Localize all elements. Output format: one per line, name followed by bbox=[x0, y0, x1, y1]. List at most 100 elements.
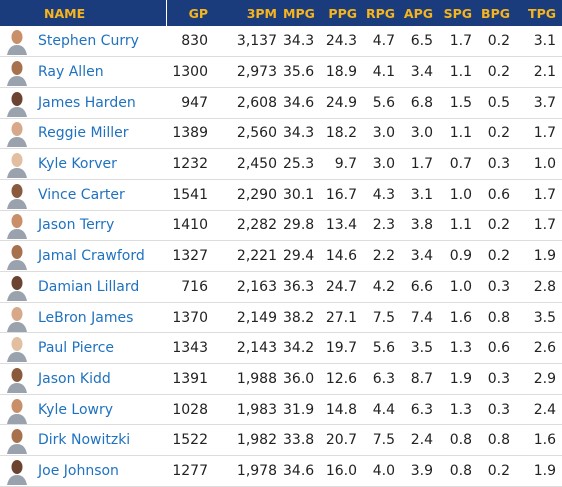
player-avatar bbox=[7, 183, 27, 209]
stat-cell: 3.9 bbox=[401, 455, 439, 487]
stat-cell: 1.0 bbox=[439, 271, 478, 303]
player-row: Kyle Lowry 1028 1,983 31.9 14.8 4.4 6.3 1.3 0.3 2… bbox=[0, 394, 562, 426]
stat-cell: 1.5 bbox=[439, 87, 478, 119]
stat-cell: 5.6 bbox=[363, 332, 401, 365]
stat-cell: 4.7 bbox=[363, 26, 401, 58]
player-name[interactable]: Vince Carter bbox=[38, 186, 125, 203]
player-name[interactable]: Ray Allen bbox=[38, 64, 104, 81]
stat-cell: 1232 bbox=[166, 148, 214, 180]
stat-cell: 1,978 bbox=[214, 455, 283, 487]
stat-cell: 2.8 bbox=[516, 271, 562, 303]
player-row: Stephen Curry 830 3,137 34.3 24.3 4.7 6.5 1.7 0.… bbox=[0, 26, 562, 58]
player-name[interactable]: Stephen Curry bbox=[38, 33, 139, 50]
player-row: Jason Kidd 1391 1,988 36.0 12.6 6.3 8.7 1.9 0.3 2… bbox=[0, 363, 562, 395]
stat-cell: 3.0 bbox=[363, 118, 401, 150]
column-header: MPG bbox=[283, 0, 317, 26]
stat-cell: 0.2 bbox=[478, 118, 516, 150]
stat-cell: 16.0 bbox=[317, 455, 363, 487]
stat-cell: 3.4 bbox=[401, 240, 439, 272]
stat-cell: 1522 bbox=[166, 424, 214, 457]
stat-cell: 0.8 bbox=[478, 302, 516, 334]
player-avatar bbox=[7, 398, 27, 424]
stat-cell: 5.6 bbox=[363, 87, 401, 119]
player-name[interactable]: Paul Pierce bbox=[38, 340, 115, 357]
player-name[interactable]: Jason Terry bbox=[38, 217, 115, 234]
stat-cell: 30.1 bbox=[283, 179, 317, 211]
stat-cell: 34.2 bbox=[283, 332, 317, 365]
stat-cell: 2,290 bbox=[214, 179, 283, 211]
stat-cell: 4.0 bbox=[363, 455, 401, 487]
name-cell: Dirk Nowitzki bbox=[0, 424, 166, 457]
stat-cell: 38.2 bbox=[283, 302, 317, 334]
name-cell: Paul Pierce bbox=[0, 332, 166, 365]
stat-cell: 18.9 bbox=[317, 56, 363, 88]
stat-cell: 0.8 bbox=[439, 424, 478, 457]
stat-cell: 29.4 bbox=[283, 240, 317, 272]
stat-cell: 1541 bbox=[166, 179, 214, 211]
player-name[interactable]: James Harden bbox=[38, 94, 136, 111]
stat-cell: 2.2 bbox=[363, 240, 401, 272]
stat-cell: 6.6 bbox=[401, 271, 439, 303]
name-cell: Reggie Miller bbox=[0, 118, 166, 150]
name-cell: Kyle Korver bbox=[0, 148, 166, 180]
name-cell: LeBron James bbox=[0, 302, 166, 334]
stat-cell: 0.6 bbox=[478, 332, 516, 365]
name-cell: Jason Kidd bbox=[0, 363, 166, 395]
stat-cell: 4.1 bbox=[363, 56, 401, 88]
player-name[interactable]: Reggie Miller bbox=[38, 125, 129, 142]
player-avatar bbox=[7, 337, 27, 363]
player-avatar bbox=[7, 275, 27, 301]
stat-cell: 31.9 bbox=[283, 394, 317, 426]
stat-cell: 34.6 bbox=[283, 455, 317, 487]
stat-cell: 35.6 bbox=[283, 56, 317, 88]
stat-cell: 0.2 bbox=[478, 240, 516, 272]
stat-cell: 2.3 bbox=[363, 210, 401, 242]
player-name[interactable]: Damian Lillard bbox=[38, 278, 140, 295]
stat-cell: 3.8 bbox=[401, 210, 439, 242]
stat-cell: 1391 bbox=[166, 363, 214, 395]
stat-cell: 14.6 bbox=[317, 240, 363, 272]
column-header: 3PM bbox=[214, 0, 283, 26]
player-avatar bbox=[7, 429, 27, 455]
stat-cell: 2,608 bbox=[214, 87, 283, 119]
player-avatar bbox=[7, 30, 27, 56]
stat-cell: 0.2 bbox=[478, 210, 516, 242]
stat-cell: 1028 bbox=[166, 394, 214, 426]
stat-cell: 27.1 bbox=[317, 302, 363, 334]
stat-cell: 2,450 bbox=[214, 148, 283, 180]
player-name[interactable]: Joe Johnson bbox=[38, 462, 119, 479]
name-cell: Jason Terry bbox=[0, 210, 166, 242]
stat-cell: 1277 bbox=[166, 455, 214, 487]
stat-cell: 1,988 bbox=[214, 363, 283, 395]
stat-cell: 33.8 bbox=[283, 424, 317, 457]
stat-cell: 1.3 bbox=[439, 332, 478, 365]
stat-cell: 1.7 bbox=[516, 118, 562, 150]
stat-cell: 20.7 bbox=[317, 424, 363, 457]
player-row: Jason Terry 1410 2,282 29.8 13.4 2.3 3.8 1.1 0.2… bbox=[0, 210, 562, 242]
stat-cell: 1.7 bbox=[401, 148, 439, 180]
player-avatar bbox=[7, 153, 27, 179]
stat-cell: 24.7 bbox=[317, 271, 363, 303]
stat-cell: 13.4 bbox=[317, 210, 363, 242]
stat-cell: 2.4 bbox=[516, 394, 562, 426]
name-cell: Jamal Crawford bbox=[0, 240, 166, 272]
player-name[interactable]: Jamal Crawford bbox=[38, 248, 145, 265]
name-cell: Damian Lillard bbox=[0, 271, 166, 303]
table-body: Stephen Curry 830 3,137 34.3 24.3 4.7 6.5 1.7 0.… bbox=[0, 26, 562, 487]
stat-cell: 1.9 bbox=[439, 363, 478, 395]
player-avatar bbox=[7, 306, 27, 332]
player-name[interactable]: Dirk Nowitzki bbox=[38, 432, 131, 449]
player-name[interactable]: Kyle Lowry bbox=[38, 401, 114, 418]
stat-cell: 3.1 bbox=[516, 26, 562, 58]
name-cell: Kyle Lowry bbox=[0, 394, 166, 426]
stat-cell: 3.5 bbox=[516, 302, 562, 334]
stat-cell: 6.5 bbox=[401, 26, 439, 58]
stat-cell: 1,982 bbox=[214, 424, 283, 457]
stat-cell: 7.5 bbox=[363, 302, 401, 334]
player-avatar bbox=[7, 91, 27, 117]
player-name[interactable]: Kyle Korver bbox=[38, 156, 117, 173]
stat-cell: 1.0 bbox=[439, 179, 478, 211]
player-name[interactable]: Jason Kidd bbox=[38, 370, 111, 387]
player-name[interactable]: LeBron James bbox=[38, 309, 134, 326]
stat-cell: 14.8 bbox=[317, 394, 363, 426]
